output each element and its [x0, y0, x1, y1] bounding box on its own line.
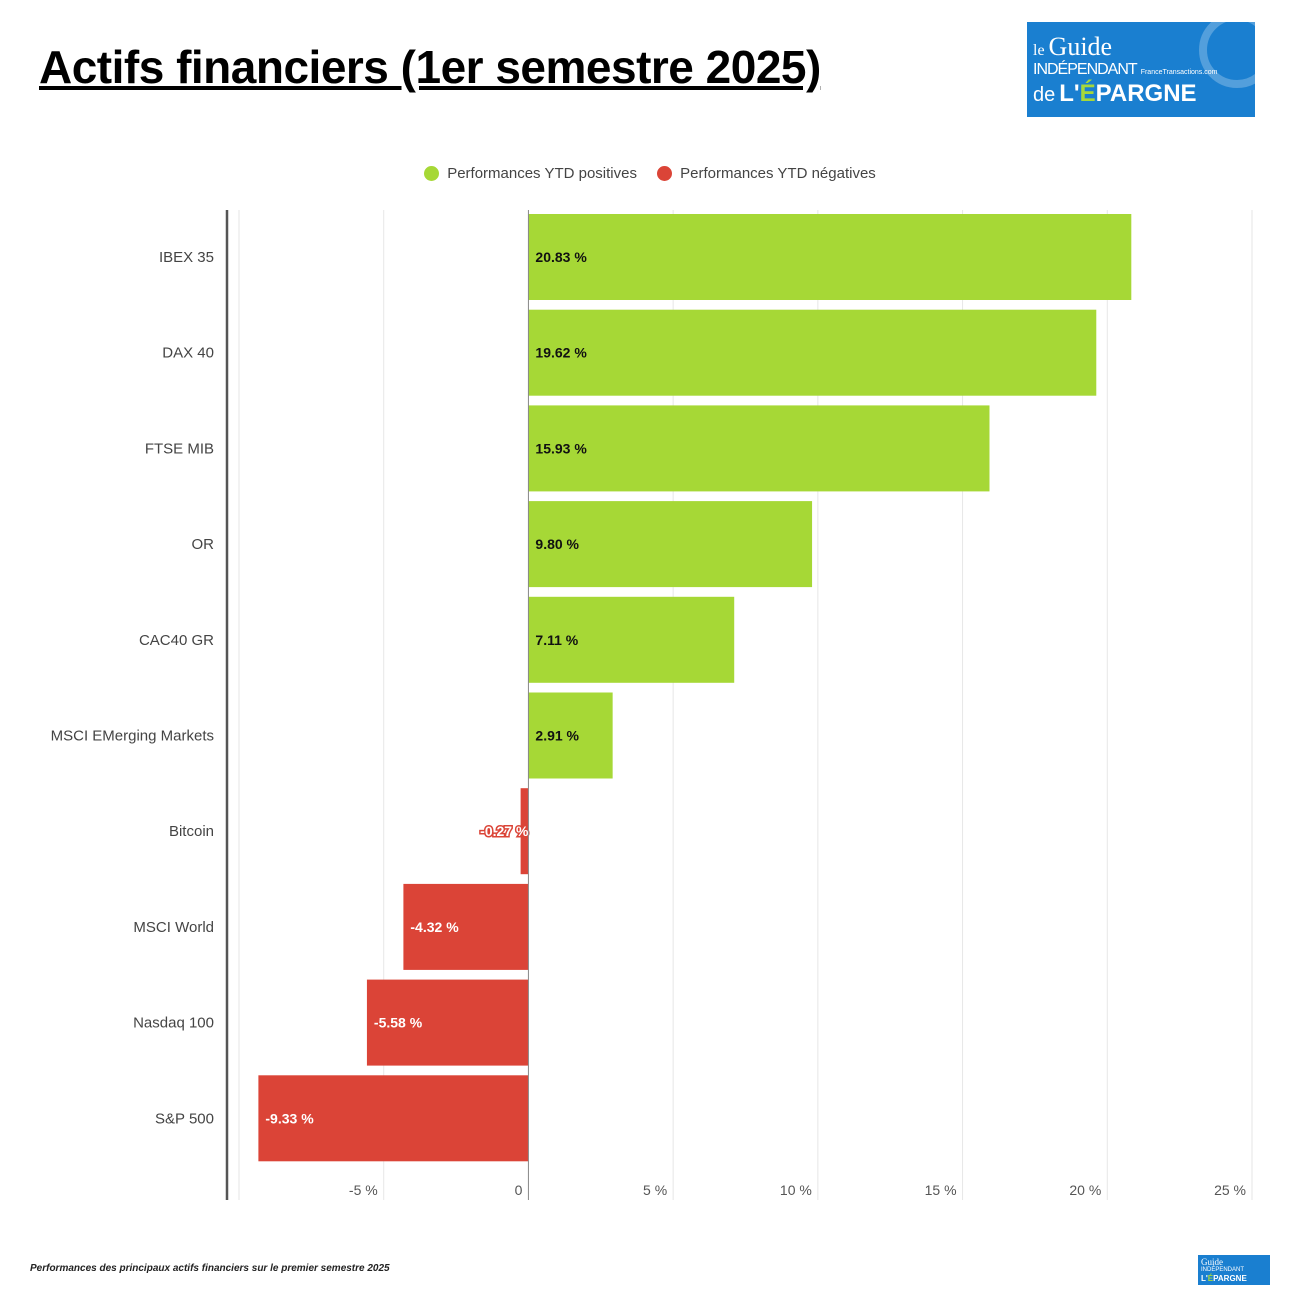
bar [528, 596, 735, 683]
category-label: DAX 40 [162, 345, 214, 362]
logo-row: Guide [1201, 1257, 1267, 1267]
legend: Performances YTD positives Performances … [0, 165, 1300, 185]
logo-row: de L'ÉPARGNE [1033, 80, 1249, 108]
bar [528, 692, 613, 779]
bar [403, 883, 529, 970]
category-label: MSCI World [133, 919, 214, 936]
logo-ring [1199, 22, 1255, 88]
logo-text: FranceTransactions.com [1140, 69, 1218, 77]
legend-positive: Performances YTD positives [424, 165, 637, 182]
category-label: CAC40 GR [139, 632, 214, 649]
legend-dot-icon [424, 166, 440, 181]
logo-text: INDÉPENDANT [1033, 61, 1138, 79]
tick-label: 25 % [1214, 1182, 1246, 1198]
logo: le Guide INDÉPENDANT FranceTransactions.… [1027, 22, 1255, 117]
data-label: 15.93 % [535, 440, 587, 456]
logo-text: de [1033, 83, 1056, 106]
logo-row: le Guide [1033, 32, 1249, 62]
logo-small: Guide INDÉPENDANT L'ÉPARGNE [1198, 1255, 1270, 1285]
logo-text: L'ÉPARGNE [1059, 79, 1197, 107]
logo-text: INDÉPENDANT [1201, 1267, 1245, 1274]
data-label: -4.32 % [410, 919, 459, 935]
page-title: Actifs financiers (1er semestre 2025) [39, 41, 821, 93]
legend-negative: Performances YTD négatives [657, 165, 876, 182]
category-label: Bitcoin [169, 823, 214, 840]
bar [528, 309, 1097, 396]
tick-label: -5 % [349, 1182, 378, 1198]
bar [528, 405, 990, 492]
tick-label: 15 % [925, 1182, 957, 1198]
legend-label: Performances YTD négatives [680, 165, 876, 182]
category-label: S&P 500 [155, 1110, 214, 1127]
bar [366, 979, 529, 1066]
logo-row: INDÉPENDANT [1201, 1267, 1267, 1274]
category-label: MSCI EMerging Markets [51, 728, 214, 745]
bar [528, 501, 813, 588]
logo-text: Guide [1048, 31, 1113, 61]
bar [520, 788, 529, 875]
logo-text: Guide [1201, 1256, 1223, 1267]
data-label: 19.62 % [535, 345, 587, 361]
data-label: 9.80 % [535, 536, 579, 552]
data-label: -5.58 % [374, 1015, 423, 1031]
tick-label: 5 % [643, 1182, 667, 1198]
bar [528, 214, 1132, 300]
data-label: -0.27 % [480, 823, 529, 839]
logo-text: le [1033, 41, 1045, 59]
logo-text: L'ÉPARGNE [1201, 1274, 1247, 1284]
bar [258, 1075, 529, 1162]
category-label: Nasdaq 100 [133, 1015, 214, 1032]
tick-label: 0 [515, 1182, 523, 1198]
category-label: IBEX 35 [159, 249, 214, 266]
data-label: 20.83 % [535, 249, 587, 265]
legend-label: Performances YTD positives [447, 165, 637, 182]
tick-label: 20 % [1069, 1182, 1101, 1198]
legend-dot-icon [657, 166, 673, 181]
footer-caption: Performances des principaux actifs finan… [30, 1263, 390, 1274]
data-label: 7.11 % [535, 632, 578, 648]
tick-label: 10 % [780, 1182, 812, 1198]
category-label: FTSE MIB [145, 440, 214, 457]
category-label: OR [192, 536, 215, 553]
data-label: 2.91 % [535, 728, 579, 744]
logo-row: L'ÉPARGNE [1201, 1274, 1267, 1283]
data-label: -9.33 % [265, 1110, 314, 1126]
logo-row: INDÉPENDANT FranceTransactions.com [1033, 61, 1249, 79]
